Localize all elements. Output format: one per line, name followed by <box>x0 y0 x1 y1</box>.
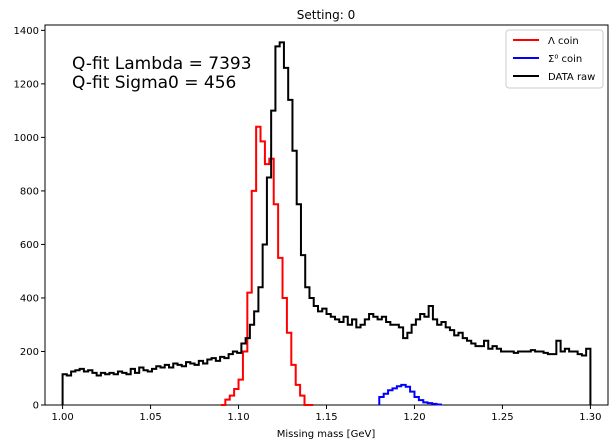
series-data-raw <box>61 41 592 405</box>
y-tick-label-6: 1200 <box>14 79 39 90</box>
y-tick-label-1: 200 <box>20 347 39 358</box>
legend-label-lambda: Λ coin <box>548 36 579 47</box>
series-lambda-coin <box>220 125 314 406</box>
legend-label-data: DATA raw <box>548 72 595 83</box>
series-sigma0-coin <box>378 383 442 406</box>
annotation-sigma0: Q-fit Sigma0 = 456 <box>72 73 236 93</box>
y-tick-label-4: 800 <box>20 186 39 197</box>
legend-label-sigma0: Σ⁰ coin <box>548 54 582 65</box>
x-tick-label-4: 1.20 <box>403 412 425 423</box>
y-tick-label-2: 400 <box>20 293 39 304</box>
x-tick-label-5: 1.25 <box>491 412 513 423</box>
x-tick-label-0: 1.00 <box>51 412 73 423</box>
y-axis-ticks: 0 200 400 600 800 1000 1200 1400 <box>14 26 45 412</box>
y-tick-label-3: 600 <box>20 240 39 251</box>
legend-box <box>505 29 604 89</box>
x-tick-label-6: 1.30 <box>579 412 601 423</box>
series-layer <box>61 41 592 406</box>
annotation-lambda: Q-fit Lambda = 7393 <box>72 54 252 74</box>
x-axis-label: Missing mass [GeV] <box>277 429 376 439</box>
x-tick-label-2: 1.10 <box>227 412 249 423</box>
x-tick-label-1: 1.05 <box>139 412 161 423</box>
x-axis-ticks: 1.00 1.05 1.10 1.15 1.20 1.25 1.30 <box>51 405 602 423</box>
legend: Λ coin Σ⁰ coin DATA raw <box>505 29 604 89</box>
y-tick-label-7: 1400 <box>14 26 39 37</box>
x-tick-label-3: 1.15 <box>315 412 337 423</box>
chart-title: Setting: 0 <box>297 8 355 22</box>
y-tick-label-5: 1000 <box>14 133 39 144</box>
y-tick-label-0: 0 <box>33 401 39 412</box>
